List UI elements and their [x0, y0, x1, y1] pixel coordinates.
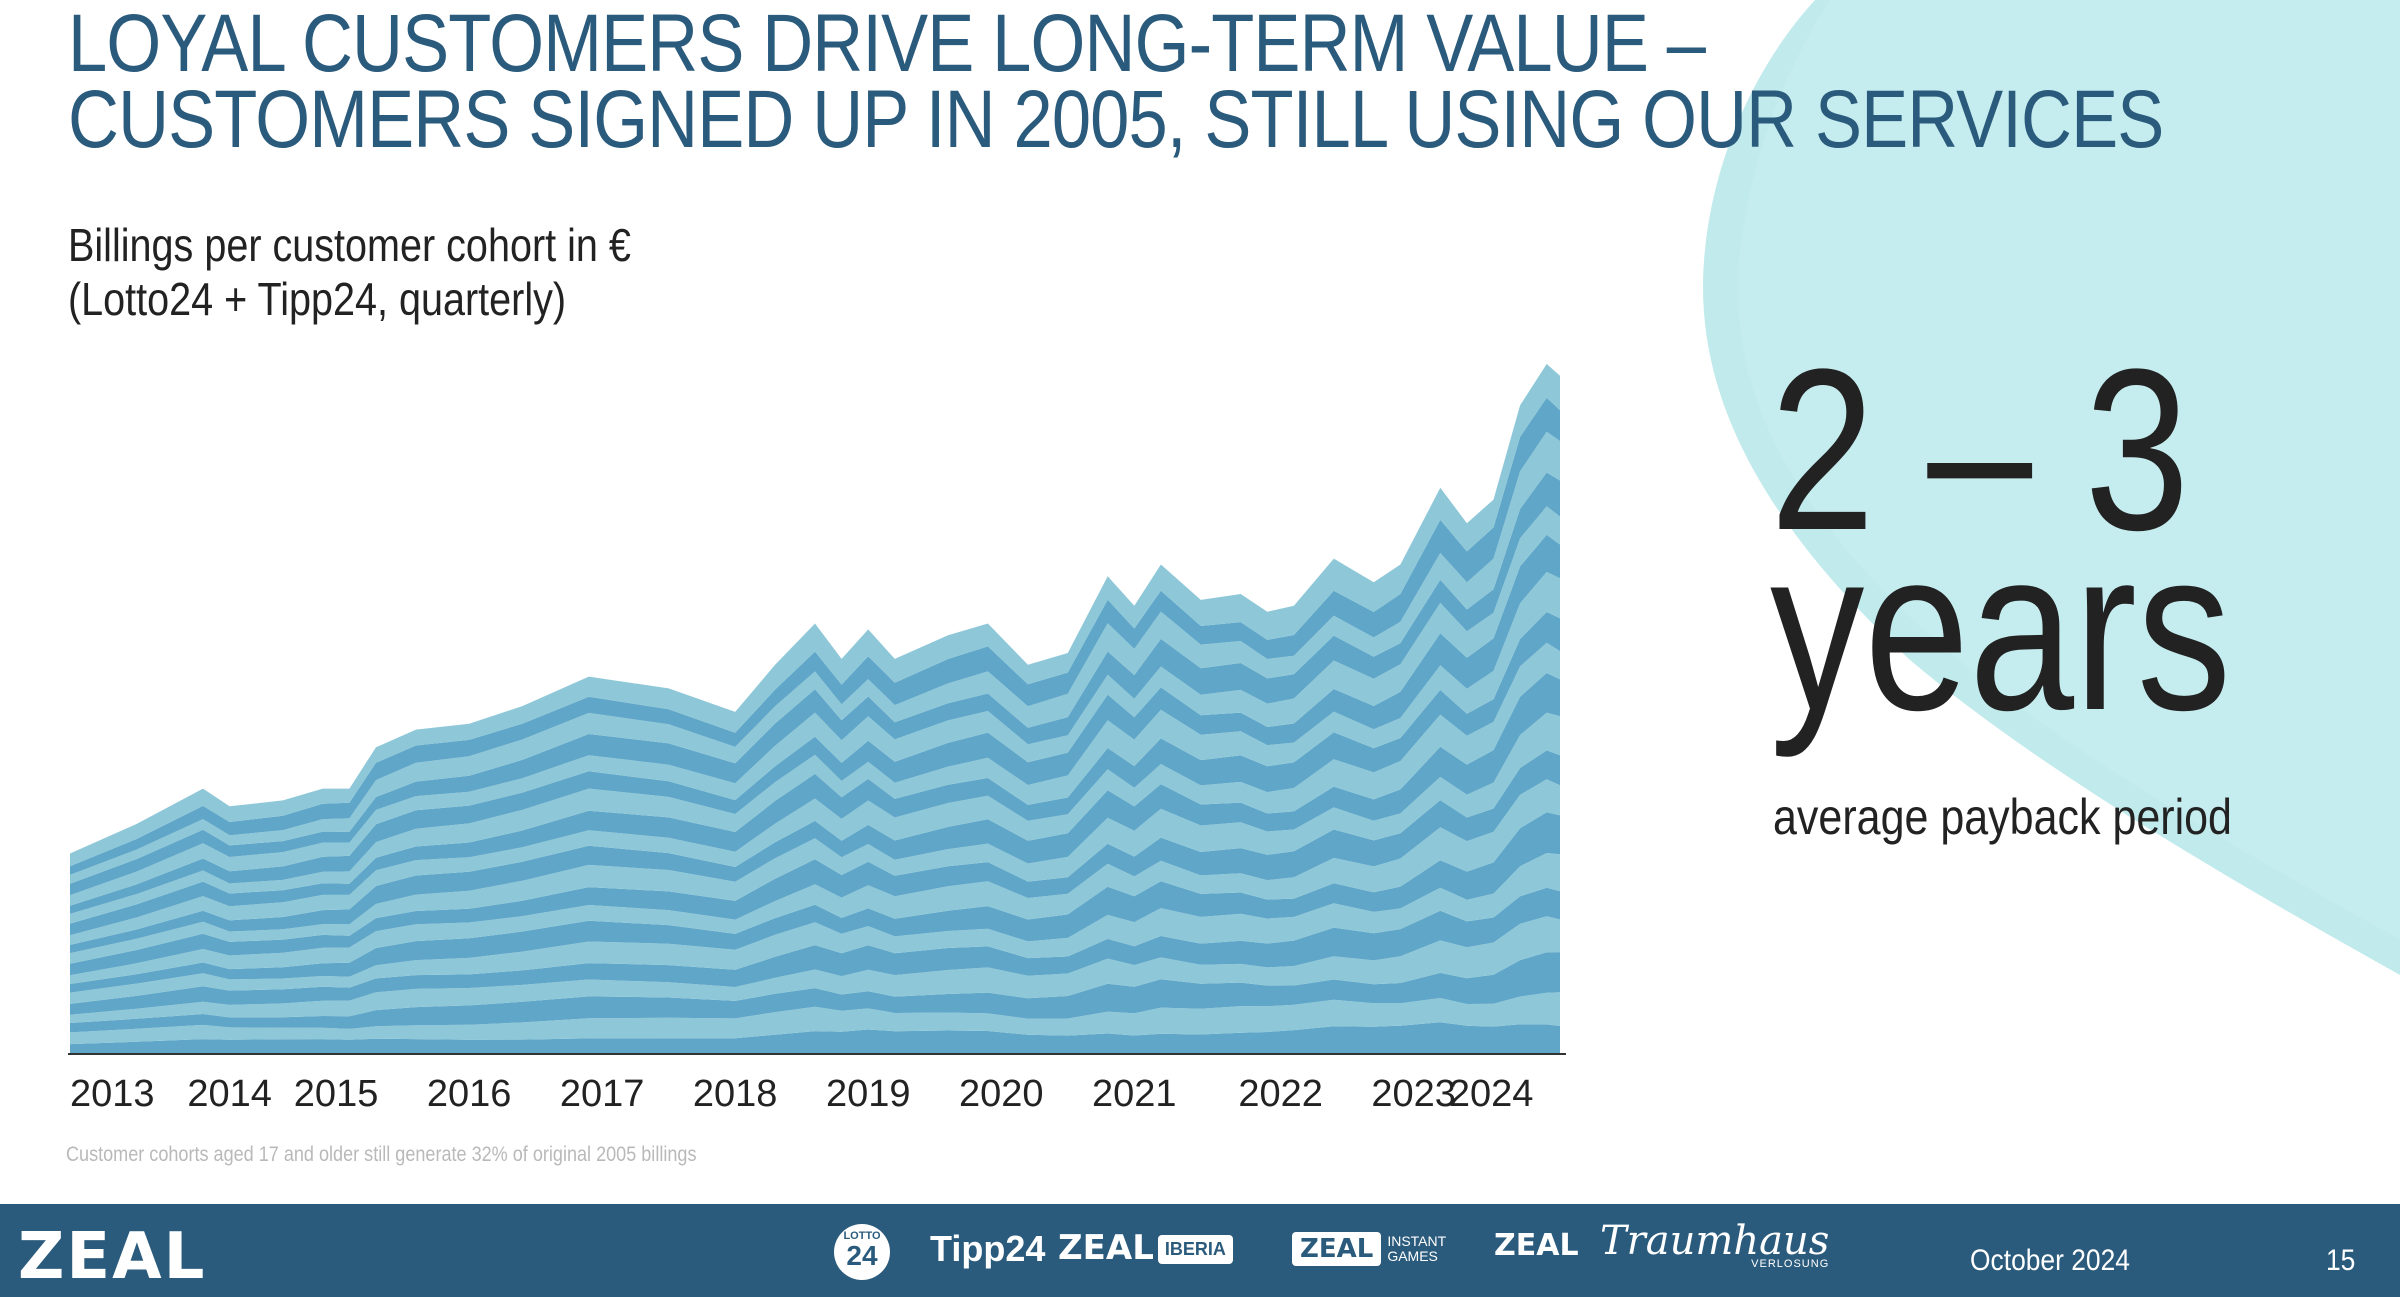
cohort-band-15	[70, 534, 1560, 914]
cohort-band-11	[70, 673, 1560, 954]
title-line-2: CUSTOMERS SIGNED UP IN 2005, STILL USING…	[68, 74, 2164, 165]
chart-areas	[70, 364, 1560, 1054]
cohort-band-13	[70, 612, 1560, 936]
lotto24-logo-top: LOTTO	[843, 1230, 881, 1242]
zeal-instant-games-logo-line-1: INSTANT	[1387, 1233, 1447, 1249]
cohort-band-2	[70, 992, 1560, 1045]
cohort-band-19	[70, 397, 1560, 875]
footnote: Customer cohorts aged 17 and older still…	[66, 1143, 697, 1166]
payback-value-line-1: 2 – 3	[1770, 321, 2190, 578]
slide-title: LOYAL CUSTOMERS DRIVE LONG-TERM VALUE – …	[68, 0, 2164, 165]
x-tick-label: 2021	[1092, 1073, 1177, 1115]
tipp24-logo: Tipp24	[930, 1228, 1046, 1269]
payback-value: 2 – 3 years	[1770, 321, 2232, 758]
x-tick-label: 2014	[187, 1073, 272, 1115]
x-tick-label: 2018	[693, 1073, 778, 1115]
chart-title-line-1: Billings per customer cohort in €	[68, 219, 631, 271]
zeal-instant-games-logo-line-2: GAMES	[1387, 1248, 1438, 1264]
payback-label: average payback period	[1773, 789, 2232, 845]
lotto24-logo-num: 24	[846, 1240, 878, 1271]
x-tick-labels: 2013 2014 2015 2016 2017 2018 2019 2020 2021 2022…	[70, 1073, 1533, 1115]
cohort-band-8	[70, 779, 1560, 984]
zeal-iberia-logo: ZEAL IBERIA	[1058, 1228, 1233, 1268]
x-tick-label: 2024	[1449, 1073, 1534, 1115]
zeal-iberia-logo-tag: IBERIA	[1157, 1235, 1233, 1264]
x-tick-label: 2013	[70, 1073, 155, 1115]
footer-date: October 2024	[1970, 1244, 2130, 1277]
traumhaus-logo-name: Traumhaus	[1600, 1218, 1830, 1264]
zeal-brand-logo: ZEAL	[1494, 1228, 1579, 1263]
cohort-band-6	[70, 853, 1560, 1004]
x-tick-label: 2022	[1238, 1073, 1323, 1115]
cohort-band-3	[70, 952, 1560, 1033]
cohort-band-12	[70, 642, 1560, 945]
traumhaus-logo-sub: VERLOSUNG	[1751, 1258, 1830, 1270]
traumhaus-logo: Traumhaus VERLOSUNG	[1600, 1218, 1829, 1270]
cohort-band-17	[70, 472, 1560, 896]
lotto24-logo: LOTTO 24	[834, 1224, 890, 1280]
payback-value-line-2: years	[1770, 501, 2232, 758]
title-line-1: LOYAL CUSTOMERS DRIVE LONG-TERM VALUE –	[68, 0, 1706, 89]
zeal-instant-games-logo: ZEAL INSTANT GAMES	[1292, 1232, 1446, 1266]
cohort-band-14	[70, 571, 1560, 924]
cohort-band-9	[70, 750, 1560, 976]
zeal-iberia-logo-zeal: ZEAL	[1058, 1228, 1154, 1268]
cohort-band-10	[70, 712, 1560, 964]
chart-title: Billings per customer cohort in € (Lotto…	[68, 218, 631, 326]
cohort-band-18	[70, 431, 1560, 884]
cohort-band-7	[70, 812, 1560, 993]
zeal-logo: ZEAL	[18, 1220, 207, 1294]
chart-title-line-2: (Lotto24 + Tipp24, quarterly)	[68, 273, 567, 325]
x-tick-label: 2019	[826, 1073, 911, 1115]
cohort-band-16	[70, 506, 1560, 906]
x-tick-label: 2016	[427, 1073, 512, 1115]
x-tick-label: 2020	[959, 1073, 1044, 1115]
cohort-band-5	[70, 887, 1560, 1015]
page-number: 15	[2326, 1244, 2356, 1277]
cohort-band-1	[70, 1022, 1560, 1054]
x-tick-label: 2015	[294, 1073, 379, 1115]
cohort-band-20	[70, 364, 1560, 867]
billings-cohort-chart: 2013 2014 2015 2016 2017 2018 2019 2020 2021 2022…	[68, 364, 1566, 1115]
zeal-instant-games-logo-zeal: ZEAL	[1292, 1232, 1382, 1266]
footer-bar: ZEAL LOTTO 24 Tipp24 ZEAL IBERIA ZEAL INST…	[0, 1204, 2400, 1297]
x-tick-label: 2017	[560, 1073, 645, 1115]
cohort-band-4	[70, 916, 1560, 1023]
x-tick-label: 2023	[1371, 1073, 1456, 1115]
